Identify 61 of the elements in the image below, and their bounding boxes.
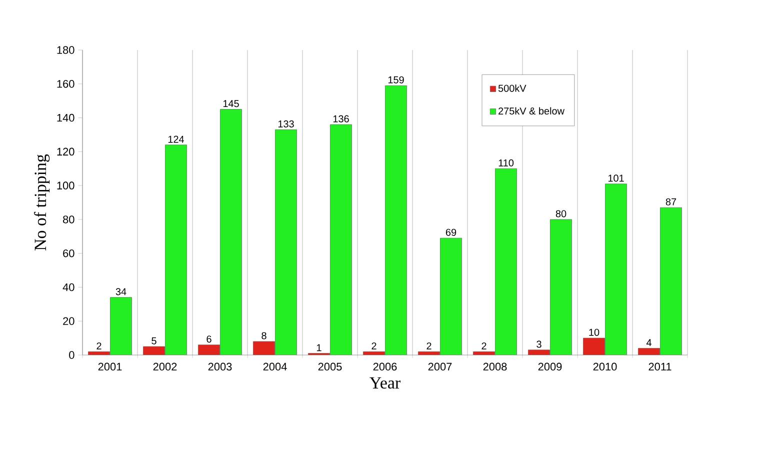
y-tick-label: 180 <box>57 46 74 54</box>
data-label: 8 <box>262 332 266 340</box>
y-tick-label: 120 <box>57 148 74 156</box>
bar <box>605 184 627 355</box>
data-label: 101 <box>608 174 624 182</box>
bar <box>495 168 517 355</box>
bar <box>583 338 605 355</box>
bar <box>330 124 352 355</box>
data-label: 2 <box>426 342 432 350</box>
y-tick-label: 40 <box>62 283 74 292</box>
bar <box>385 85 407 355</box>
data-label: 2 <box>482 342 486 350</box>
x-axis-title: Year <box>370 377 400 389</box>
legend-label: 500kV <box>498 84 526 92</box>
y-tick-label: 20 <box>63 317 74 325</box>
x-tick-label: 2006 <box>373 362 397 371</box>
bar <box>198 344 220 355</box>
data-label: 136 <box>333 115 349 122</box>
data-label: 87 <box>666 198 676 206</box>
y-axis-title: No of tripping <box>34 154 50 250</box>
bar <box>110 297 132 355</box>
x-tick-label: 2004 <box>263 362 287 371</box>
y-tick-label: 160 <box>57 80 74 88</box>
x-tick-label: 2003 <box>208 362 232 371</box>
x-tick-label: 2007 <box>428 362 452 371</box>
y-tick-label: 140 <box>57 114 74 122</box>
y-tick-label: 0 <box>69 351 74 359</box>
data-label: 145 <box>223 100 239 108</box>
legend-label: 275kV & below <box>498 107 565 115</box>
data-label: 3 <box>536 340 542 348</box>
data-label: 10 <box>589 328 600 336</box>
data-label: 5 <box>152 337 156 344</box>
data-label: 133 <box>278 120 294 128</box>
data-label: 159 <box>388 76 404 84</box>
data-label: 4 <box>646 339 652 346</box>
data-label: 34 <box>116 288 126 296</box>
bar <box>220 109 242 355</box>
x-tick-label: 2002 <box>153 362 177 371</box>
x-tick-label: 2009 <box>538 362 562 371</box>
y-tick-label: 60 <box>63 249 74 258</box>
data-label: 110 <box>498 159 514 166</box>
data-label: 2 <box>372 342 376 350</box>
data-label: 80 <box>556 210 566 218</box>
x-tick-label: 2011 <box>648 362 672 371</box>
data-label: 2 <box>96 342 102 350</box>
bar <box>253 341 275 355</box>
x-tick-label: 2010 <box>593 362 617 371</box>
data-label: 124 <box>168 136 184 143</box>
y-tick-label: 80 <box>63 216 74 224</box>
data-label: 6 <box>206 336 212 343</box>
bar <box>660 207 682 355</box>
x-tick-label: 2008 <box>483 362 507 371</box>
data-label: 69 <box>446 228 456 236</box>
x-tick-label: 2005 <box>318 362 342 371</box>
data-label: 1 <box>317 344 322 352</box>
bar <box>275 129 297 355</box>
bar <box>165 144 187 355</box>
bar <box>440 238 462 355</box>
y-tick-label: 100 <box>57 182 74 190</box>
x-tick-label: 2001 <box>98 362 122 371</box>
bar <box>550 219 572 355</box>
